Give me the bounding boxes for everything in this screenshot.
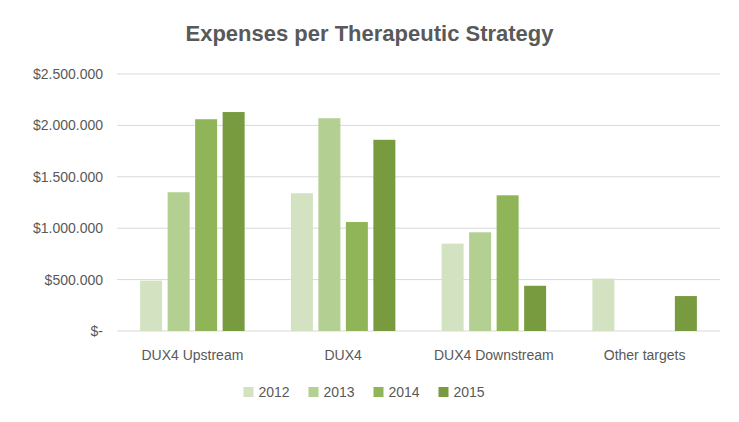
grid-line bbox=[117, 74, 720, 75]
legend-label: 2013 bbox=[324, 384, 355, 400]
bar bbox=[497, 195, 519, 331]
bar bbox=[647, 331, 669, 332]
legend-swatch bbox=[374, 387, 384, 397]
bars bbox=[140, 112, 697, 331]
bar bbox=[620, 331, 642, 332]
legend-swatch bbox=[244, 387, 254, 397]
legend-swatch bbox=[439, 387, 449, 397]
bar bbox=[346, 222, 368, 331]
bar bbox=[469, 232, 491, 331]
legend-label: 2015 bbox=[454, 384, 485, 400]
background bbox=[0, 0, 739, 422]
bar bbox=[223, 112, 245, 331]
y-tick-label: $- bbox=[91, 323, 104, 339]
legend-swatch bbox=[309, 387, 319, 397]
bar bbox=[318, 118, 340, 331]
legend-label: 2014 bbox=[389, 384, 420, 400]
bar bbox=[373, 140, 395, 331]
y-tick-label: $1.000.000 bbox=[33, 220, 103, 236]
bar bbox=[291, 193, 313, 331]
chart: Expenses per Therapeutic Strategy $- $500.… bbox=[0, 0, 739, 422]
x-tick-label: DUX4 Upstream bbox=[141, 347, 243, 363]
y-tick-label: $2.500.000 bbox=[33, 66, 103, 82]
y-tick-label: $1.500.000 bbox=[33, 169, 103, 185]
bar bbox=[675, 296, 697, 331]
legend: 2012 2013 2014 2015 bbox=[244, 384, 485, 400]
legend-label: 2012 bbox=[259, 384, 290, 400]
bar bbox=[524, 286, 546, 331]
title: Expenses per Therapeutic Strategy bbox=[185, 21, 554, 46]
y-tick-label: $500.000 bbox=[45, 272, 104, 288]
bar bbox=[195, 119, 217, 331]
y-tick-label: $2.000.000 bbox=[33, 117, 103, 133]
x-tick-label: Other targets bbox=[604, 347, 686, 363]
bar bbox=[140, 281, 162, 331]
x-tick-label: DUX4 bbox=[324, 347, 362, 363]
bar bbox=[168, 192, 190, 331]
x-tick-label: DUX4 Downstream bbox=[434, 347, 554, 363]
bar bbox=[442, 244, 464, 331]
bar bbox=[592, 279, 614, 331]
